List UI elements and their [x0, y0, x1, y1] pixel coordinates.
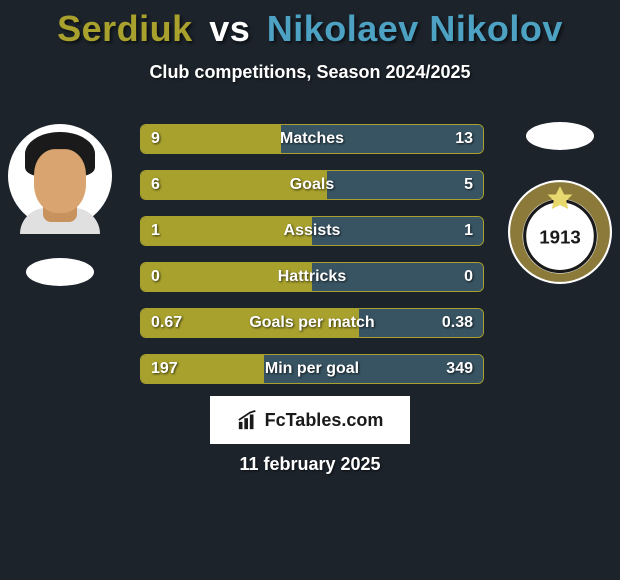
stat-bar-left [141, 171, 327, 199]
stat-row: Goals per match0.670.38 [140, 308, 484, 338]
stat-row: Hattricks00 [140, 262, 484, 292]
stat-bar-right [359, 309, 483, 337]
avatar-face [34, 149, 86, 213]
stat-row: Min per goal197349 [140, 354, 484, 384]
player-1-name: Serdiuk [57, 8, 193, 49]
stat-bar-left [141, 125, 281, 153]
stat-bar-right [264, 355, 483, 383]
player-1-avatar [8, 124, 112, 228]
player-1-flag [26, 258, 94, 286]
stat-bar-right [312, 217, 483, 245]
stat-row: Matches913 [140, 124, 484, 154]
stats-bars: Matches913 Goals65 Assists11 Hattricks00 Goa… [140, 124, 484, 400]
player-2-flag [526, 122, 594, 150]
chart-icon [237, 409, 259, 431]
vs-text: vs [209, 8, 250, 49]
stat-bar-left [141, 309, 359, 337]
comparison-subtitle: Club competitions, Season 2024/2025 [0, 62, 620, 83]
stat-bar-right [281, 125, 483, 153]
crest-year: 1913 [539, 226, 581, 247]
stat-row: Assists11 [140, 216, 484, 246]
player-2-club-crest: 1913 [508, 180, 612, 284]
player-2-name: Nikolaev Nikolov [267, 8, 563, 49]
stat-bar-left [141, 263, 312, 291]
stat-bar-right [327, 171, 483, 199]
footer-date: 11 february 2025 [0, 454, 620, 475]
stat-bar-right [312, 263, 483, 291]
comparison-title: Serdiuk vs Nikolaev Nikolov [0, 0, 620, 50]
stat-row: Goals65 [140, 170, 484, 200]
fctables-logo: FcTables.com [210, 396, 410, 444]
brand-text: FcTables.com [265, 410, 384, 431]
stat-bar-left [141, 355, 264, 383]
stat-bar-left [141, 217, 312, 245]
